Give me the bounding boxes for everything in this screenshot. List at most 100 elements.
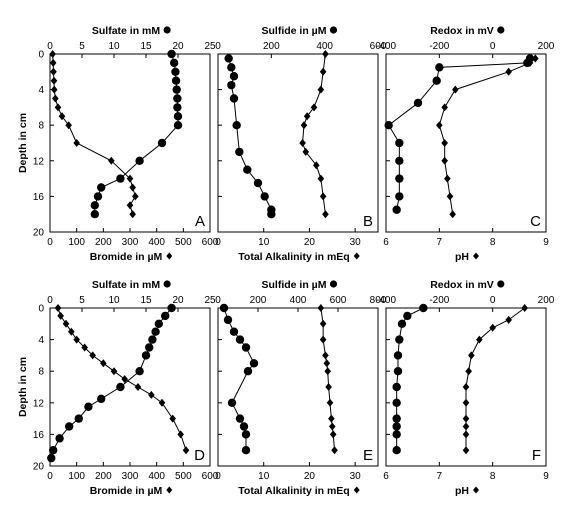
data-point-circle: [90, 201, 100, 210]
series-diamond: [49, 50, 139, 219]
data-point-diamond: [50, 76, 58, 85]
data-point-circle: [392, 382, 401, 392]
data-point-diamond: [300, 121, 308, 130]
y-tick-label: 16: [33, 192, 45, 203]
data-point-diamond: [319, 319, 327, 328]
data-point-circle: [395, 192, 404, 201]
top-tick-label: 10: [108, 41, 120, 52]
data-point-circle: [241, 430, 251, 439]
bottom-tick-label: 30: [350, 471, 362, 482]
plot-frame: [385, 53, 547, 233]
data-point-diamond: [65, 121, 72, 130]
top-tick-label: 600: [330, 295, 347, 306]
data-point-diamond: [58, 112, 66, 121]
data-point-diamond: [489, 323, 496, 332]
bottom-tick-label: 100: [68, 237, 85, 248]
data-point-circle: [393, 367, 403, 376]
plot-frame: [217, 53, 379, 233]
top-tick-label: 600: [370, 41, 387, 52]
panels: 0 5 10 15 20 250 100 200 300 400 500 600048121620Su…: [33, 25, 555, 497]
data-point-circle: [403, 311, 412, 321]
top-axis-label: Redox in mV: [430, 279, 494, 291]
top-tick-label: 0: [490, 41, 496, 52]
panel-letter: F: [532, 447, 541, 464]
data-point-diamond: [312, 161, 320, 170]
circle-legend-icon: [497, 26, 505, 34]
panel-letter: C: [530, 213, 541, 230]
data-point-circle: [397, 319, 407, 328]
bottom-tick-label: 100: [68, 471, 85, 482]
data-point-circle: [157, 138, 167, 148]
data-point-circle: [219, 303, 229, 313]
data-point-diamond: [169, 414, 176, 423]
data-point-circle: [135, 367, 144, 376]
series-line: [57, 307, 187, 451]
data-point-diamond: [476, 335, 483, 344]
data-point-circle: [167, 49, 176, 59]
bottom-tick-label: 10: [258, 471, 270, 482]
y-tick-label: 12: [33, 156, 45, 167]
y-tick-label: 16: [33, 430, 45, 441]
data-point-diamond: [325, 383, 332, 391]
data-point-circle: [173, 112, 183, 121]
series-circle: [392, 303, 428, 455]
top-tick-label: 15: [140, 295, 152, 306]
y-axis-label: Depth in cm: [17, 357, 29, 417]
panel-b: 0 200 400 600 0 10 20 30 Sulfide in µM Total Alka…: [215, 25, 387, 263]
plot-frame: [217, 307, 379, 467]
data-point-diamond: [526, 58, 534, 67]
top-tick-label: 20: [172, 295, 184, 306]
bottom-axis-label: pH: [455, 251, 469, 263]
data-point-diamond: [317, 304, 325, 312]
top-tick-label: 0: [215, 41, 221, 52]
bottom-tick-label: 0: [215, 237, 221, 248]
data-point-circle: [171, 67, 180, 77]
diamond-legend-icon: [166, 486, 173, 494]
data-point-diamond: [68, 327, 75, 336]
data-point-diamond: [126, 201, 134, 210]
bottom-tick-label: 8: [490, 471, 496, 482]
data-point-diamond: [57, 311, 64, 320]
data-point-circle: [395, 174, 404, 183]
data-point-diamond: [129, 210, 136, 219]
data-point-diamond: [126, 174, 134, 183]
data-point-circle: [435, 63, 444, 72]
data-point-circle: [432, 76, 441, 85]
series-line: [228, 58, 272, 215]
top-tick-label: 20: [172, 41, 184, 52]
bottom-tick-label: 30: [350, 237, 362, 248]
data-point-diamond: [452, 85, 459, 94]
data-point-circle: [97, 183, 106, 192]
top-tick-label: 200: [263, 41, 280, 52]
data-point-diamond: [328, 414, 335, 423]
bottom-axis-label: Bromide in µM: [90, 251, 163, 263]
y-axis-label: Depth in cm: [17, 113, 29, 173]
diamond-legend-icon: [353, 252, 360, 260]
panel-letter: E: [363, 447, 373, 464]
data-point-circle: [392, 446, 401, 455]
bottom-tick-label: 8: [490, 237, 496, 248]
series-line: [94, 53, 179, 215]
y-axis-labels: Depth in cm Depth in cm: [17, 113, 29, 417]
panel-letter: A: [195, 213, 205, 230]
series-line: [302, 53, 326, 215]
data-point-diamond: [100, 359, 107, 368]
panel-letter: D: [194, 447, 205, 464]
data-point-diamond: [446, 192, 454, 201]
data-point-diamond: [324, 367, 332, 376]
top-tick-label: 5: [79, 295, 85, 306]
data-point-circle: [167, 303, 176, 313]
data-point-diamond: [49, 58, 57, 67]
bottom-tick-label: 7: [437, 237, 443, 248]
bottom-tick-label: 0: [47, 471, 53, 482]
data-point-circle: [229, 94, 239, 103]
series-diamond: [462, 304, 528, 455]
data-point-circle: [249, 359, 259, 368]
data-point-circle: [145, 343, 154, 352]
data-point-diamond: [158, 398, 166, 407]
top-tick-label: 400: [290, 295, 307, 306]
circle-legend-icon: [329, 26, 338, 34]
data-point-circle: [392, 430, 401, 439]
series-line: [388, 58, 531, 210]
data-point-diamond: [73, 335, 80, 344]
